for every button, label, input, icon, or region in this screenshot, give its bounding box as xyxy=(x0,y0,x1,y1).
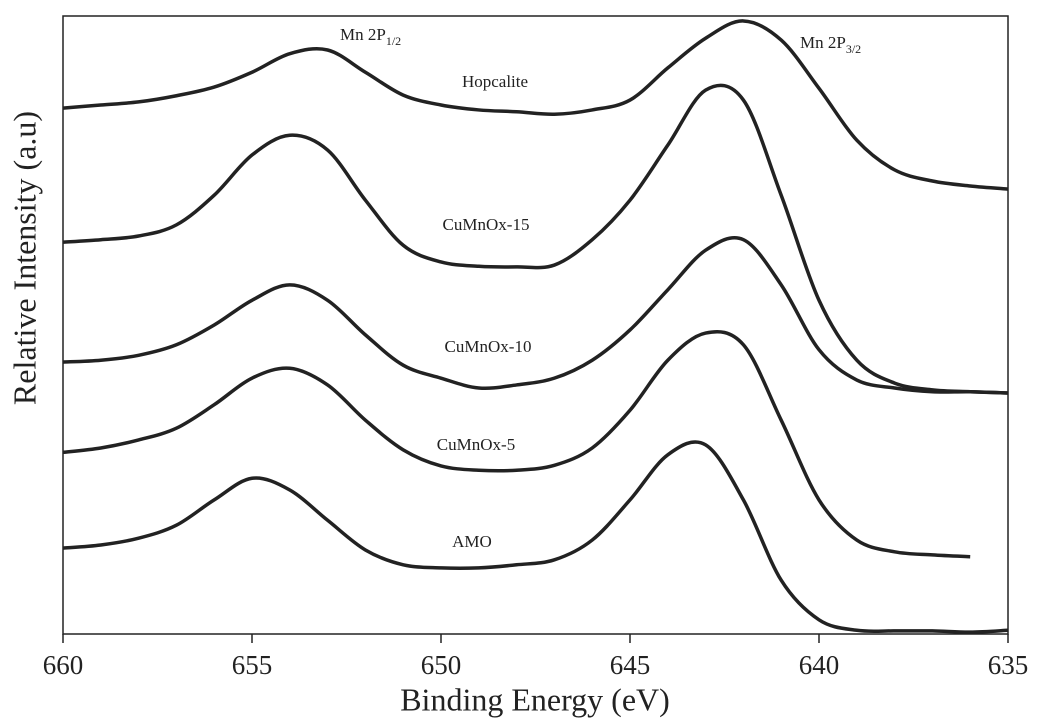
series-label: CuMnOx-10 xyxy=(445,337,532,356)
spectrum-line xyxy=(62,83,1009,395)
series-label: CuMnOx-15 xyxy=(443,215,530,234)
x-tick-label: 650 xyxy=(421,650,462,680)
series-label: Hopcalite xyxy=(462,72,528,91)
annotation-subscript: 1/2 xyxy=(386,34,401,48)
series-label: CuMnOx-5 xyxy=(437,435,515,454)
x-tick-label: 640 xyxy=(799,650,840,680)
spectrum-line xyxy=(62,19,1009,191)
series-label: AMO xyxy=(452,532,492,551)
annotation-text: Mn 2P xyxy=(340,25,386,44)
y-axis-label: Relative Intensity (a.u) xyxy=(6,111,42,405)
annotation-text: Mn 2P xyxy=(800,33,846,52)
peak-annotation: Mn 2P3/2 xyxy=(800,33,861,56)
x-tick-label: 645 xyxy=(610,650,651,680)
spectrum-line xyxy=(62,329,971,559)
plot-frame xyxy=(62,15,1009,635)
spectrum-line xyxy=(62,236,1009,395)
spectrum-line xyxy=(62,440,1009,634)
peak-annotation: Mn 2P1/2 xyxy=(340,25,401,48)
x-tick-label: 655 xyxy=(232,650,273,680)
x-tick-label: 660 xyxy=(43,650,84,680)
x-axis-label: Binding Energy (eV) xyxy=(400,681,670,717)
x-tick-label: 635 xyxy=(988,650,1029,680)
annotation-subscript: 3/2 xyxy=(846,42,861,56)
